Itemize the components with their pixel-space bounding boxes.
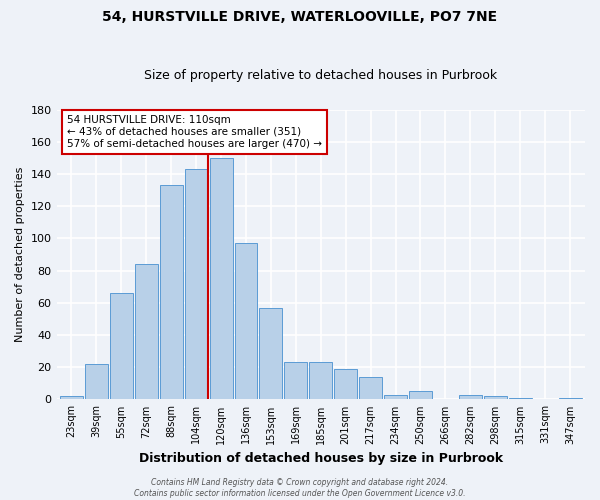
Bar — [484, 396, 507, 400]
Bar — [259, 308, 283, 400]
Bar — [235, 243, 257, 400]
Bar — [209, 158, 233, 400]
Y-axis label: Number of detached properties: Number of detached properties — [15, 167, 25, 342]
Bar — [459, 394, 482, 400]
Bar — [185, 169, 208, 400]
Text: Contains HM Land Registry data © Crown copyright and database right 2024.
Contai: Contains HM Land Registry data © Crown c… — [134, 478, 466, 498]
Bar — [284, 362, 307, 400]
Bar — [310, 362, 332, 400]
Bar — [135, 264, 158, 400]
Text: 54, HURSTVILLE DRIVE, WATERLOOVILLE, PO7 7NE: 54, HURSTVILLE DRIVE, WATERLOOVILLE, PO7… — [103, 10, 497, 24]
Bar — [559, 398, 581, 400]
Bar — [509, 398, 532, 400]
Bar — [359, 377, 382, 400]
Bar — [384, 394, 407, 400]
X-axis label: Distribution of detached houses by size in Purbrook: Distribution of detached houses by size … — [139, 452, 503, 465]
Bar — [160, 185, 182, 400]
Bar — [409, 392, 432, 400]
Bar — [334, 369, 357, 400]
Title: Size of property relative to detached houses in Purbrook: Size of property relative to detached ho… — [144, 69, 497, 82]
Bar — [85, 364, 108, 400]
Text: 54 HURSTVILLE DRIVE: 110sqm
← 43% of detached houses are smaller (351)
57% of se: 54 HURSTVILLE DRIVE: 110sqm ← 43% of det… — [67, 116, 322, 148]
Bar — [110, 293, 133, 400]
Bar — [60, 396, 83, 400]
